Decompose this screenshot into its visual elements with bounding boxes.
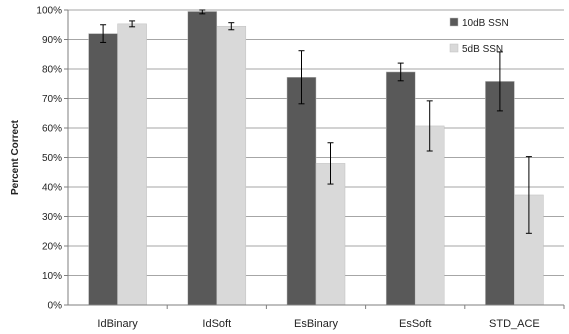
x-category-label: IdBinary	[97, 318, 138, 330]
y-tick-label: 0%	[48, 301, 63, 312]
y-tick-label: 60%	[42, 124, 62, 135]
y-axis-ticks: 0% 10% 20% 30% 40% 50% 60% 70% 80% 90% 100%	[36, 6, 68, 312]
y-tick-label: 80%	[42, 65, 62, 76]
x-category-label: EsSoft	[399, 318, 431, 330]
y-tick-label: 90%	[42, 35, 62, 46]
legend-swatch	[449, 43, 459, 53]
y-axis-title: Percent Correct	[10, 119, 21, 195]
legend-label: 5dB SSN	[462, 44, 503, 55]
x-category-label: IdSoft	[202, 318, 231, 330]
x-category-label: STD_ACE	[489, 318, 540, 330]
bar	[414, 125, 445, 306]
y-tick-label: 70%	[42, 94, 62, 105]
y-tick-label: 40%	[42, 183, 62, 194]
y-tick-label: 50%	[42, 153, 62, 164]
legend-label: 10dB SSN	[462, 18, 509, 29]
bar	[88, 33, 118, 306]
y-tick-label: 10%	[42, 271, 62, 282]
bars	[88, 11, 544, 306]
y-tick-label: 20%	[42, 242, 62, 253]
x-axis-categories: IdBinary IdSoft EsBinary EsSoft STD_ACE	[97, 305, 565, 330]
bar	[117, 23, 147, 306]
x-category-label: EsBinary	[294, 318, 339, 330]
legend-swatch	[449, 17, 459, 27]
bar	[385, 71, 416, 306]
bar	[187, 11, 218, 306]
bar	[216, 25, 247, 306]
legend: 10dB SSN 5dB SSN	[449, 17, 509, 55]
y-tick-label: 30%	[42, 212, 62, 223]
y-tick-label: 100%	[36, 6, 62, 17]
error-bars	[100, 9, 532, 234]
bar	[485, 81, 515, 306]
bar	[315, 163, 346, 306]
bar	[286, 77, 317, 306]
